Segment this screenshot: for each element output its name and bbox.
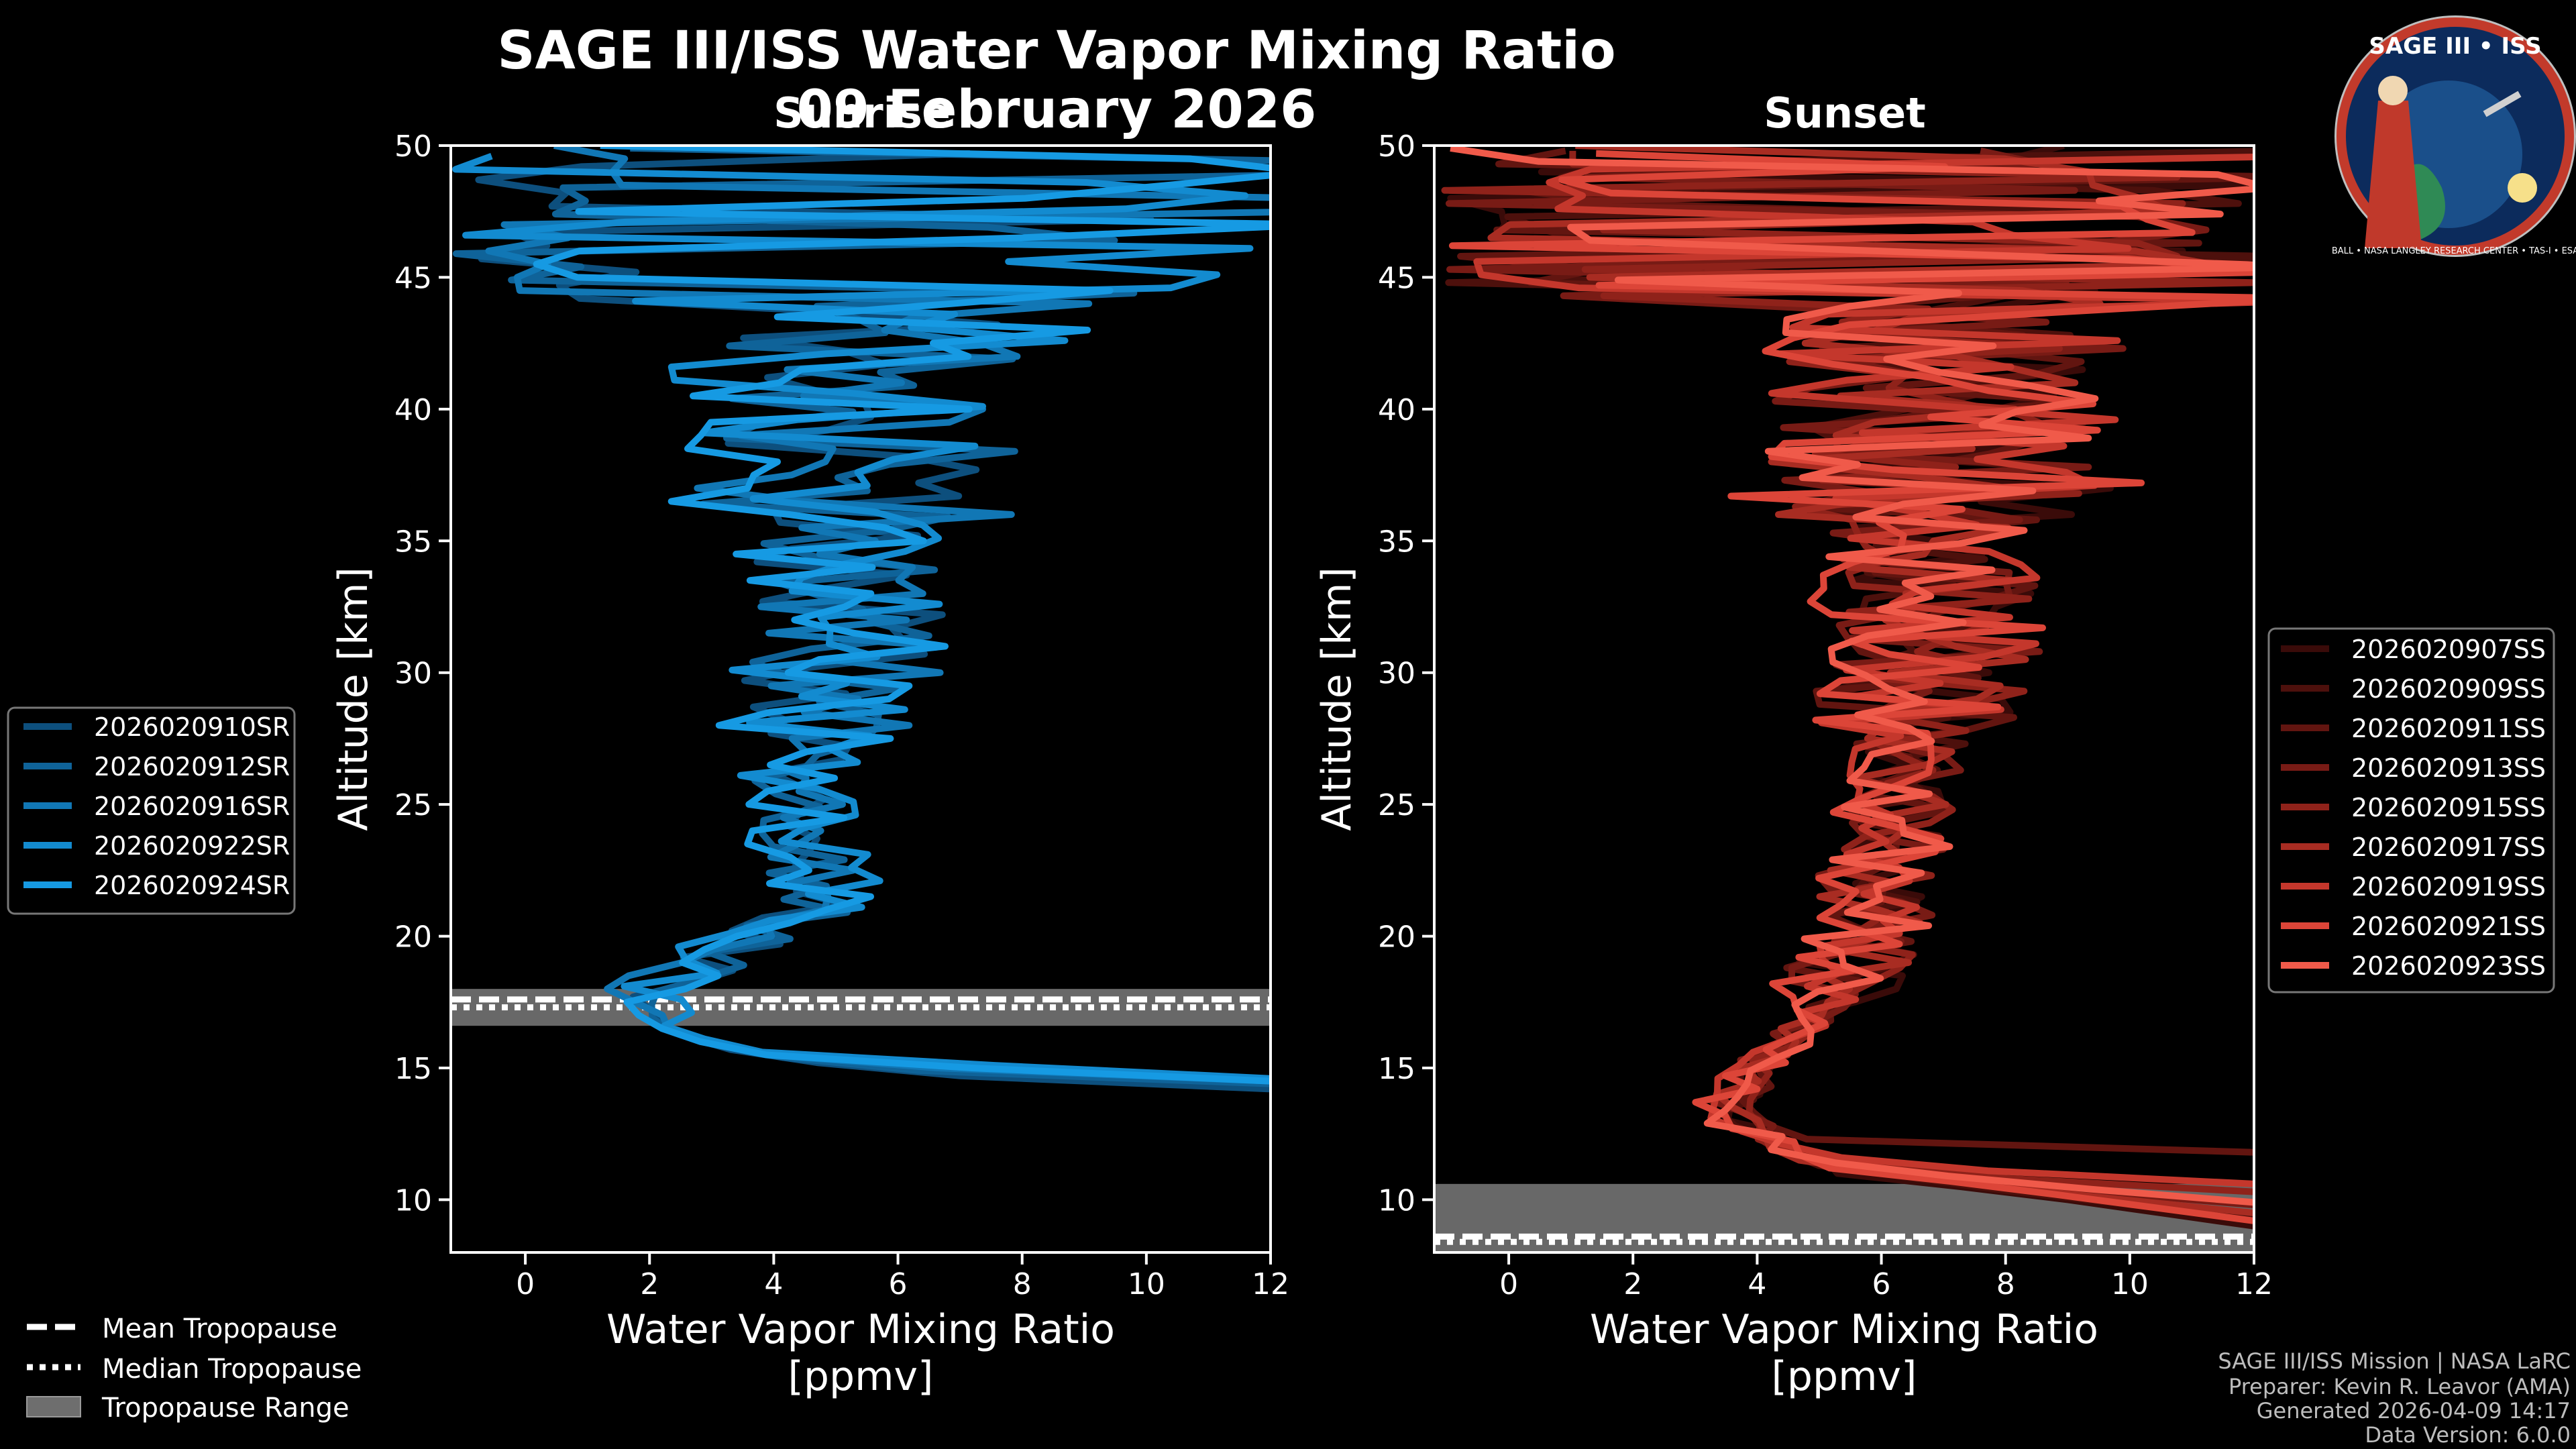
sunrise-y-axis-label: Altitude [km] <box>330 567 377 831</box>
legend-label: 2026020917SS <box>2351 833 2546 862</box>
logo-sun-icon <box>2508 173 2537 203</box>
legend-label: 2026020922SR <box>94 831 290 861</box>
legend-label: 2026020907SS <box>2351 635 2546 664</box>
sunrise-x-axis-unit: [ppmv] <box>788 1353 934 1400</box>
legend-label: 2026020916SR <box>94 792 290 821</box>
mean-tropopause-label: Mean Tropopause <box>102 1313 337 1344</box>
y-tick-label: 30 <box>1378 657 1415 691</box>
sunrise-legend: 2026020910SR 2026020912SR 2026020916SR 2026… <box>7 706 296 915</box>
logo-iss-icon <box>2483 91 2522 117</box>
series-line-2026020921SS <box>1448 150 2254 1224</box>
x-tick-label: 6 <box>889 1267 908 1301</box>
sunset-series-lines <box>1441 146 2254 1230</box>
sunset-plot-frame <box>1433 144 2255 1254</box>
y-tick-label: 25 <box>394 788 432 822</box>
y-tick-label: 10 <box>1378 1183 1415 1218</box>
logo-ring-text: BALL • NASA LANGLEY RESEARCH CENTER • TA… <box>2332 246 2576 256</box>
x-tick-label: 12 <box>1252 1267 1289 1301</box>
x-tick-label: 4 <box>764 1267 783 1301</box>
tropopause-range-label: Tropopause Range <box>101 1393 350 1424</box>
x-tick-label: 0 <box>1499 1267 1518 1301</box>
y-tick-label: 50 <box>1378 129 1415 164</box>
legend-label: 2026020915SS <box>2351 793 2546 822</box>
legend-label: 2026020912SR <box>94 752 290 782</box>
legend-label: 2026020911SS <box>2351 714 2546 743</box>
x-tick-label: 6 <box>1872 1267 1891 1301</box>
series-line-2026020923SS <box>1450 146 2254 1206</box>
x-tick-label: 8 <box>1013 1267 1032 1301</box>
legend-label: 2026020919SS <box>2351 872 2546 902</box>
sunset-y-axis-label: Altitude [km] <box>1313 567 1360 831</box>
logo-title: SAGE III • ISS <box>2369 33 2541 60</box>
sunrise-series-lines <box>452 146 1271 1093</box>
y-tick-label: 30 <box>394 657 432 691</box>
x-tick-label: 2 <box>1623 1267 1642 1301</box>
sunrise-x-axis-label: Water Vapor Mixing Ratio <box>606 1306 1115 1353</box>
y-tick-label: 25 <box>1378 788 1415 822</box>
logo-figure-icon <box>2365 101 2422 248</box>
y-tick-label: 20 <box>1378 920 1415 955</box>
tropopause-legend: Mean Tropopause Median Tropopause Tropop… <box>26 1313 362 1424</box>
tropopause-range-swatch <box>26 1396 81 1417</box>
sunrise-panel-title: Sunrise <box>773 89 951 138</box>
y-tick-label: 50 <box>394 129 432 164</box>
legend-label: 2026020910SR <box>94 712 290 742</box>
legend-label: 2026020924SR <box>94 871 290 900</box>
date-title: 09 February 2026 <box>797 80 1317 140</box>
sunset-x-ticks: 0 2 4 6 8 10 12 <box>1499 1252 2273 1301</box>
credits: SAGE III/ISS Mission | NASA LaRC Prepare… <box>2218 1348 2571 1448</box>
legend-label: 2026020921SS <box>2351 912 2546 941</box>
y-tick-label: 15 <box>394 1052 432 1086</box>
y-tick-label: 35 <box>394 525 432 559</box>
x-tick-label: 0 <box>516 1267 535 1301</box>
x-tick-label: 10 <box>2111 1267 2149 1301</box>
sunset-x-axis-unit: [ppmv] <box>1772 1353 1917 1400</box>
x-tick-label: 10 <box>1128 1267 1165 1301</box>
sunrise-panel: 0 2 4 6 8 10 12 10 15 20 25 30 35 40 45 50 Water Vapor… <box>330 129 1289 1400</box>
y-tick-label: 35 <box>1378 525 1415 559</box>
x-tick-label: 4 <box>1748 1267 1766 1301</box>
sunset-panel: 0 2 4 6 8 10 12 10 15 20 25 30 35 40 45 50 Water Vapor… <box>1313 129 2273 1400</box>
sunset-y-ticks: 10 15 20 25 30 35 40 45 50 <box>1378 129 1434 1218</box>
y-tick-label: 40 <box>394 393 432 427</box>
sunrise-legend-box <box>7 706 296 915</box>
x-tick-label: 2 <box>640 1267 659 1301</box>
credit-data-version: Data Version: 6.0.0 <box>2365 1422 2571 1448</box>
y-tick-label: 10 <box>394 1183 432 1218</box>
series-line-2026020924SR <box>533 146 1271 1085</box>
sunrise-y-ticks: 10 15 20 25 30 35 40 45 50 <box>394 129 451 1218</box>
sunset-x-axis-label: Water Vapor Mixing Ratio <box>1590 1306 2098 1353</box>
credit-preparer: Preparer: Kevin R. Leavor (AMA) <box>2229 1374 2571 1399</box>
median-tropopause-label: Median Tropopause <box>102 1354 362 1385</box>
sunset-legend: 2026020907SS 2026020909SS 2026020911SS 2026… <box>2267 627 2555 994</box>
sunset-legend-items: 2026020907SS 2026020909SS 2026020911SS 2026… <box>2281 635 2546 981</box>
sunset-tropopause <box>1434 1183 2254 1252</box>
x-tick-label: 12 <box>2235 1267 2273 1301</box>
credit-generated: Generated 2026-04-09 14:17 <box>2257 1398 2571 1424</box>
x-tick-label: 8 <box>1996 1267 2015 1301</box>
legend-label: 2026020913SS <box>2351 753 2546 783</box>
y-tick-label: 45 <box>394 261 432 295</box>
main-title: SAGE III/ISS Water Vapor Mixing Ratio <box>497 21 1615 81</box>
y-tick-label: 20 <box>394 920 432 955</box>
legend-label: 2026020923SS <box>2351 951 2546 981</box>
sunset-legend-box <box>2267 627 2555 994</box>
sunrise-tropopause <box>451 989 1271 1026</box>
logo-face-icon <box>2378 76 2408 105</box>
y-tick-label: 40 <box>1378 393 1415 427</box>
y-tick-label: 15 <box>1378 1052 1415 1086</box>
y-tick-label: 45 <box>1378 261 1415 295</box>
credit-mission: SAGE III/ISS Mission | NASA LaRC <box>2218 1348 2571 1374</box>
sunrise-legend-items: 2026020910SR 2026020912SR 2026020916SR 2026… <box>23 712 290 900</box>
sunrise-plot-frame <box>449 144 1272 1254</box>
legend-label: 2026020909SS <box>2351 674 2546 704</box>
sage-iii-iss-logo: SAGE III • ISS BALL • NASA LANGLEY RESEA… <box>2332 15 2576 257</box>
sunrise-x-ticks: 0 2 4 6 8 10 12 <box>516 1252 1289 1301</box>
sunset-panel-title: Sunset <box>1764 89 1926 138</box>
